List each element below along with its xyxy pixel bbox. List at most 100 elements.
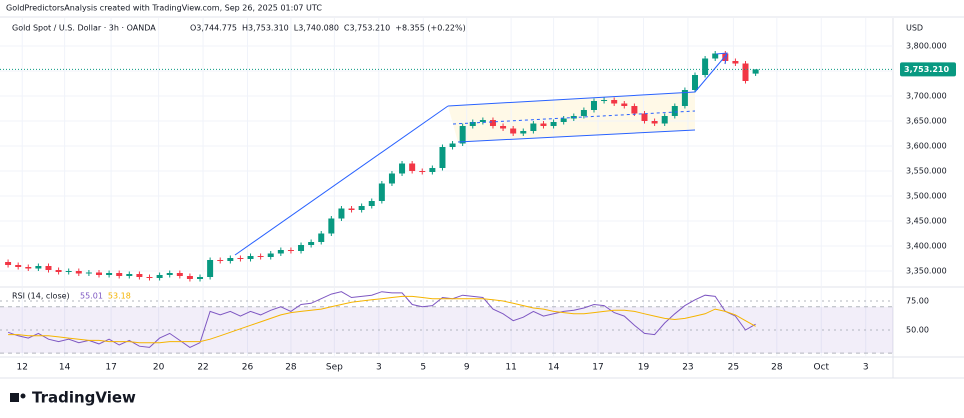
candle-body (580, 110, 587, 116)
x-tick-label: Sep (326, 363, 343, 373)
candle-body (560, 118, 567, 122)
candle-body (318, 233, 325, 242)
projection-arrow (715, 52, 728, 65)
candle-body (75, 271, 82, 274)
candle-body (65, 271, 72, 272)
x-tick-label: 28 (285, 363, 297, 373)
x-tick-label: 5 (420, 363, 426, 373)
candle-body (611, 100, 618, 104)
projection-line (694, 53, 728, 93)
x-tick-label: 17 (592, 363, 603, 373)
candle-body (5, 262, 12, 265)
ohlc-label: +8.355 (+0.22%) (395, 24, 466, 33)
candle-body (35, 266, 42, 269)
candle-body (661, 116, 668, 124)
y-tick-label: 75.00 (906, 297, 929, 306)
ohlc-label: H3,753.310 (242, 24, 289, 33)
candle-body (298, 245, 305, 251)
x-tick-label: 28 (771, 363, 783, 373)
channel-lower (457, 129, 696, 143)
x-tick-label: 11 (505, 363, 516, 373)
candle-body (368, 201, 375, 206)
brand: TradingView (32, 389, 136, 407)
candle-body (348, 208, 355, 210)
y-tick-label: 3,650.000 (906, 117, 947, 126)
candle-body (237, 258, 244, 259)
candle-body (681, 90, 688, 106)
candle-body (590, 101, 597, 110)
candle-body (409, 163, 416, 171)
candle-body (267, 253, 274, 257)
candle-body (540, 123, 547, 126)
y-tick-label: 3,350.000 (906, 267, 947, 276)
marks (0, 18, 893, 356)
candle-body (429, 168, 436, 172)
candle-body (742, 63, 749, 81)
y-tick-label: 3,400.000 (906, 242, 947, 251)
y-tick-label: 50.00 (906, 325, 929, 334)
logo-mark (10, 393, 19, 402)
candle-body (277, 250, 284, 254)
candle-body (217, 260, 224, 261)
x-tick-label: 14 (548, 363, 560, 373)
candle-body (136, 274, 143, 277)
channel-mid (452, 110, 696, 125)
candle-body (308, 242, 315, 245)
candle-body (671, 106, 678, 116)
candle-body (732, 61, 739, 64)
y-tick-label: 3,500.000 (906, 192, 947, 201)
candle-body (631, 106, 638, 114)
y-tick-label: 3,700.000 (906, 92, 947, 101)
candle-body (601, 100, 608, 101)
candle-body (530, 123, 537, 131)
candle-body (439, 147, 446, 168)
x-tick-label: 26 (242, 363, 254, 373)
candle-body (489, 120, 496, 126)
drawings (234, 52, 728, 256)
candle-body (156, 275, 163, 278)
candle-body (146, 277, 153, 278)
candle-body (641, 113, 648, 121)
x-tick-label: 3 (376, 363, 382, 373)
candle-body (176, 273, 183, 276)
candle-body (399, 163, 406, 174)
candle-body (338, 208, 345, 219)
candle-body (106, 273, 113, 275)
x-tick-label: 22 (197, 363, 208, 373)
x-tick-label: 17 (105, 363, 116, 373)
candle-body (510, 128, 517, 134)
candle-body (752, 69, 759, 74)
candle-body (388, 173, 395, 184)
credit: GoldPredictorsAnalysis created with Trad… (6, 4, 322, 13)
candle-body (45, 266, 52, 270)
candle-body (712, 53, 719, 59)
symbol: Gold Spot / U.S. Dollar · 3h · OANDA (12, 24, 156, 33)
price-tag-label: 3,753.210 (904, 65, 949, 74)
candle-body (186, 276, 193, 279)
candle-body (166, 273, 173, 275)
x-tick-label: 12 (16, 363, 27, 373)
x-tick-label: 19 (638, 363, 650, 373)
price-tag (900, 62, 956, 77)
x-tick-label: 14 (59, 363, 71, 373)
x-tick-label: 20 (153, 363, 165, 373)
legend-value: 55.01 (80, 292, 103, 301)
x-tick-label: 9 (464, 363, 470, 373)
candle-body (651, 121, 658, 124)
y-tick-label: 3,450.000 (906, 217, 947, 226)
candle-body (702, 58, 709, 75)
currency: USD (906, 24, 923, 33)
x-tick-label: 23 (682, 363, 693, 373)
candle-body (378, 183, 385, 201)
candle-body (449, 143, 456, 147)
candle-body (95, 272, 102, 275)
candle-body (621, 103, 628, 106)
x-tick-label: 25 (728, 363, 739, 373)
y-tick-label: 3,800.000 (906, 42, 947, 51)
candle-body (479, 120, 486, 122)
candle-body (257, 256, 264, 257)
candle-body (358, 206, 365, 210)
logo: TradingView (10, 389, 136, 407)
